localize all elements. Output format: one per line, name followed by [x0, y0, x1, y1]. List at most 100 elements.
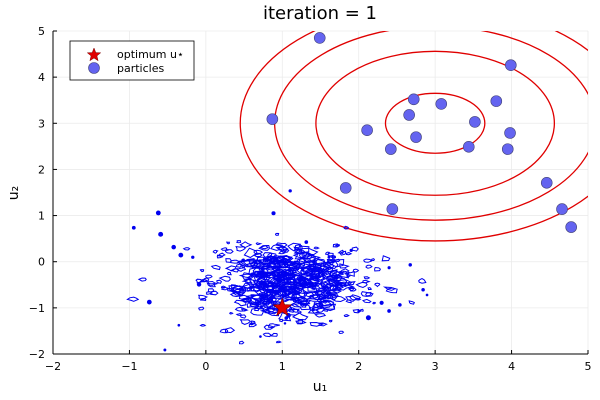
posterior-contour-line: [210, 264, 221, 271]
chart-title: iteration = 1: [263, 3, 377, 24]
posterior-contour-line: [278, 263, 289, 269]
posterior-contour-line: [224, 327, 236, 334]
posterior-contour-line: [408, 300, 415, 305]
posterior-contour-line: [385, 287, 398, 294]
posterior-contour-line: [182, 247, 191, 251]
posterior-contour-line: [239, 241, 253, 249]
posterior-contour-line: [349, 287, 357, 292]
posterior-contour-line: [311, 294, 319, 299]
posterior-contour-line: [236, 240, 242, 244]
posterior-contour-line: [334, 244, 340, 247]
posterior-contour-line: [349, 294, 362, 301]
posterior-contour-line: [217, 252, 226, 257]
posterior-contour-line: [343, 225, 350, 230]
posterior-contour-line: [205, 274, 213, 279]
posterior-contour-line: [212, 249, 219, 254]
posterior-contour-line: [293, 302, 311, 311]
particle-point: [556, 203, 568, 215]
posterior-contour-line: [226, 241, 231, 245]
posterior-contour-line: [320, 281, 334, 291]
posterior-contour-dot: [301, 268, 305, 272]
posterior-contour-line: [275, 268, 294, 277]
posterior-contour-line: [297, 288, 308, 298]
axes: [52, 31, 588, 355]
posterior-contour-line: [236, 260, 258, 268]
posterior-contour-line: [218, 275, 231, 282]
posterior-contour-line: [346, 274, 351, 278]
posterior-contour-line: [216, 279, 223, 285]
posterior-contour-line: [230, 287, 244, 294]
posterior-contour-line: [290, 290, 301, 295]
posterior-contour-line: [292, 308, 301, 313]
y-tick-label: 2: [38, 163, 45, 176]
posterior-contour-line: [276, 274, 284, 279]
posterior-contour-dot: [259, 335, 262, 338]
posterior-contour-line: [320, 260, 339, 270]
posterior-contour-line: [269, 291, 283, 298]
posterior-contour-line: [246, 285, 255, 292]
particle-point: [386, 203, 399, 215]
posterior-contour-line: [295, 283, 305, 288]
prior-contour-line: [239, 31, 588, 242]
y-tick-label: −2: [29, 348, 45, 361]
posterior-contour-line: [245, 297, 259, 306]
posterior-contour-line: [370, 258, 376, 262]
posterior-contour-line: [352, 308, 362, 314]
posterior-contour-line: [332, 255, 337, 260]
posterior-contour-line: [315, 258, 326, 266]
posterior-contour-line: [305, 282, 314, 286]
legend: optimum u⋆ particles: [69, 40, 195, 81]
posterior-contour-dot: [242, 258, 245, 262]
posterior-contour-line: [310, 269, 322, 275]
posterior-contour-line: [327, 252, 334, 257]
particles-layer: [266, 32, 577, 233]
x-tick-label: 5: [585, 360, 592, 373]
posterior-contour-line: [220, 285, 227, 289]
posterior-contour-dot: [259, 305, 263, 309]
particle-point: [462, 141, 475, 153]
posterior-contour-line: [266, 270, 276, 276]
posterior-contour-line: [288, 262, 301, 270]
posterior-contour-line: [316, 298, 326, 304]
y-ticks: −2 −1 0 1 2 3 4 5: [29, 25, 57, 361]
posterior-contour-line: [347, 286, 355, 292]
posterior-contour-line: [313, 246, 320, 250]
posterior-contour-line: [253, 280, 268, 289]
posterior-contour-line: [365, 291, 372, 297]
posterior-contour-line: [230, 259, 240, 264]
x-tick-label: 0: [202, 360, 209, 373]
posterior-contour-line: [293, 248, 306, 255]
posterior-contour-line: [345, 295, 358, 302]
posterior-contour-line: [352, 268, 360, 273]
posterior-contour-line: [328, 319, 333, 323]
posterior-contour-line: [252, 253, 263, 258]
posterior-contour-line: [280, 271, 288, 276]
posterior-contour-line: [313, 289, 332, 300]
posterior-contour-line: [312, 262, 323, 269]
posterior-contour-line: [329, 285, 339, 291]
posterior-contour-line: [305, 291, 316, 298]
posterior-contour-line: [351, 246, 359, 252]
posterior-contour-dot: [387, 309, 391, 313]
particle-point: [403, 109, 415, 121]
x-tick-label: 2: [355, 360, 362, 373]
posterior-contour-line: [291, 312, 309, 321]
posterior-contour-line: [318, 303, 337, 312]
posterior-contour-line: [274, 232, 280, 236]
posterior-contour-line: [240, 308, 249, 312]
posterior-contour-dot: [408, 263, 412, 267]
posterior-contour-line: [236, 267, 247, 272]
posterior-contour-dot: [387, 266, 391, 270]
posterior-contour-line: [248, 322, 258, 328]
posterior-contour-line: [263, 324, 276, 330]
posterior-contour-line: [249, 322, 255, 326]
posterior-contour-line: [298, 251, 314, 260]
posterior-contour-dot: [357, 309, 360, 313]
posterior-contour-line: [319, 299, 335, 307]
posterior-contour-line: [268, 296, 277, 303]
posterior-contour-line: [229, 287, 247, 296]
particle-point: [385, 143, 397, 155]
posterior-contour-line: [302, 280, 313, 287]
particle-point: [410, 131, 422, 143]
posterior-contour-line: [255, 242, 263, 246]
